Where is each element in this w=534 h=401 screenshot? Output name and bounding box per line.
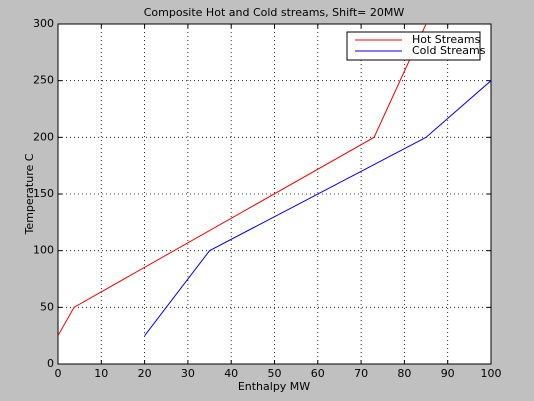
x-tick-label: 90 [441, 367, 455, 380]
y-tick-label: 0 [47, 357, 54, 370]
y-tick-label: 250 [33, 74, 54, 87]
x-tick-label: 80 [397, 367, 411, 380]
legend-label: Cold Streams [412, 44, 486, 57]
x-tick-label: 60 [311, 367, 325, 380]
legend-label: Hot Streams [412, 33, 481, 46]
axes-box [57, 23, 492, 365]
x-tick-label: 10 [94, 367, 108, 380]
x-tick-label: 70 [354, 367, 368, 380]
y-tick-label: 50 [40, 300, 54, 313]
x-tick-label: 30 [181, 367, 195, 380]
y-tick-label: 150 [33, 187, 54, 200]
y-tick-label: 200 [33, 130, 54, 143]
x-tick-label: 40 [224, 367, 238, 380]
x-tick-label: 20 [138, 367, 152, 380]
x-tick-label: 100 [481, 367, 502, 380]
x-tick-label: 50 [268, 367, 282, 380]
series-line [144, 80, 491, 336]
y-axis-label: Temperature C [23, 153, 36, 235]
chart-title: Composite Hot and Cold streams, Shift= 2… [144, 6, 405, 19]
x-tick-label: 0 [55, 367, 62, 380]
series-line [58, 24, 427, 336]
x-axis-label: Enthalpy MW [238, 380, 310, 393]
y-tick-label: 300 [33, 17, 54, 30]
legend-box [346, 31, 481, 61]
y-tick-label: 100 [33, 244, 54, 257]
